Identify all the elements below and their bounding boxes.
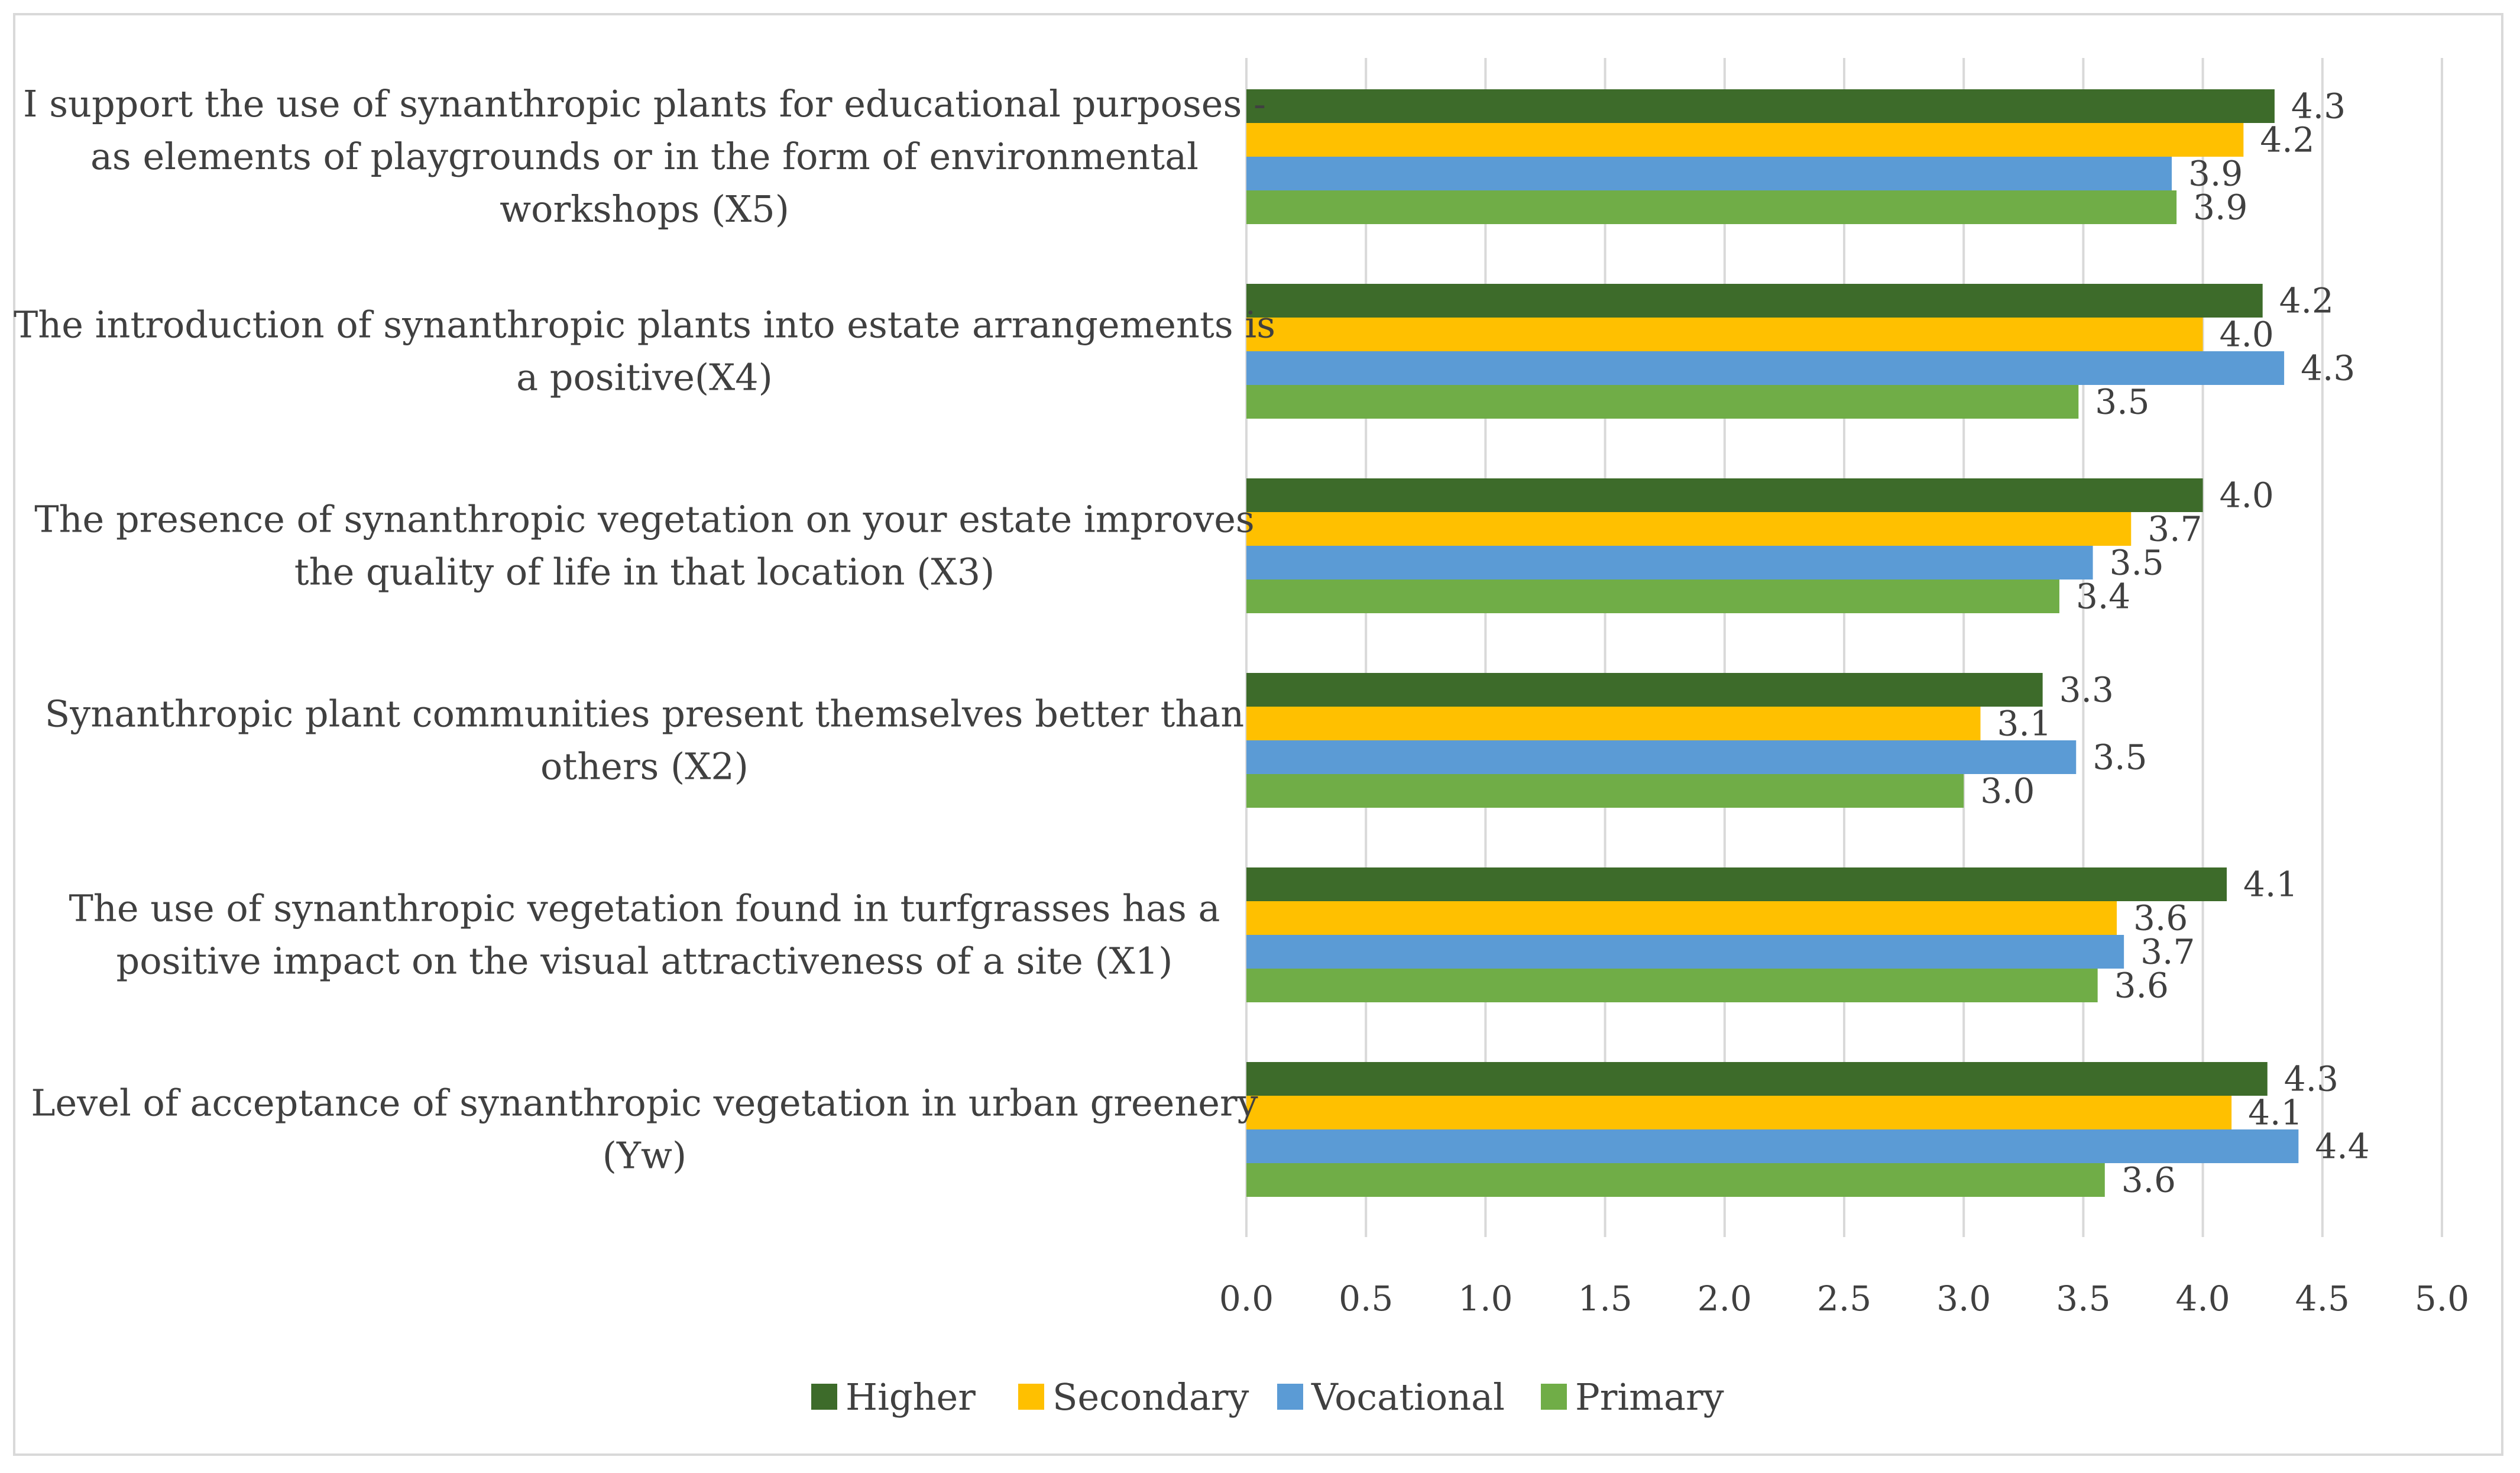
value-label-secondary: 4.2 [2260, 120, 2314, 160]
category-label-line: The presence of synanthropic vegetation … [34, 498, 1254, 541]
value-label-primary: 3.6 [2114, 966, 2169, 1006]
category-label-line: the quality of life in that location (X3… [294, 551, 995, 594]
value-label-secondary: 3.7 [2147, 509, 2202, 549]
bar-secondary-3 [1246, 707, 1981, 740]
bar-secondary-2 [1246, 512, 2132, 546]
value-label-higher: 4.3 [2291, 86, 2346, 127]
value-label-vocational: 3.7 [2140, 932, 2195, 972]
legend-swatch-primary [1541, 1384, 1567, 1410]
bar-secondary-1 [1246, 318, 2203, 351]
value-label-higher: 4.0 [2220, 475, 2274, 516]
category-label-line: positive impact on the visual attractive… [116, 940, 1173, 983]
value-label-vocational: 4.3 [2301, 348, 2355, 389]
bar-higher-3 [1246, 673, 2043, 707]
category-label-line: (Yw) [603, 1134, 686, 1177]
category-label-line: workshops (X5) [500, 187, 789, 231]
value-label-vocational: 3.9 [2188, 154, 2243, 194]
bar-secondary-0 [1246, 123, 2244, 157]
category-label-line: I support the use of synanthropic plants… [23, 82, 1266, 125]
value-label-secondary: 3.6 [2133, 898, 2188, 938]
x-tick-label: 0.0 [1219, 1278, 1274, 1319]
legend-label-primary: Primary [1575, 1375, 1724, 1419]
legend-swatch-higher [811, 1384, 837, 1410]
x-tick-label: 4.5 [2295, 1278, 2350, 1319]
bar-secondary-4 [1246, 901, 2117, 935]
bar-secondary-5 [1246, 1096, 2232, 1129]
x-tick-label: 2.0 [1698, 1278, 1752, 1319]
bar-vocational-0 [1246, 157, 2172, 190]
category-label-line: Level of acceptance of synanthropic vege… [31, 1082, 1258, 1125]
x-tick-label: 1.5 [1578, 1278, 1632, 1319]
legend: Higher Secondary Vocational Primary [811, 1375, 1724, 1419]
category-label-line: The use of synanthropic vegetation found… [69, 887, 1220, 930]
legend-swatch-secondary [1018, 1384, 1044, 1410]
bar-vocational-3 [1246, 740, 2077, 774]
x-tick-label: 4.0 [2175, 1278, 2230, 1319]
x-tick-label: 5.0 [2415, 1278, 2469, 1319]
bar-vocational-1 [1246, 351, 2285, 385]
category-label-line: a positive(X4) [516, 356, 773, 399]
bar-vocational-5 [1246, 1129, 2299, 1163]
value-label-secondary: 4.0 [2220, 315, 2274, 355]
bar-primary-2 [1246, 580, 2059, 613]
bar-vocational-2 [1246, 546, 2093, 580]
x-tick-label: 3.5 [2056, 1278, 2110, 1319]
gridlines [1245, 58, 2443, 1237]
value-label-primary: 3.0 [1980, 771, 2035, 811]
bar-higher-0 [1246, 89, 2275, 123]
category-label-line: as elements of playgrounds or in the for… [90, 135, 1199, 178]
x-tick-label: 3.0 [1936, 1278, 1991, 1319]
category-label-line: The introduction of synanthropic plants … [14, 303, 1275, 347]
category-label-line: others (X2) [540, 745, 749, 788]
legend-label-vocational: Vocational [1311, 1375, 1505, 1419]
bar-primary-1 [1246, 385, 2079, 419]
category-label-line: Synanthropic plant communities present t… [45, 692, 1244, 736]
bar-higher-5 [1246, 1062, 2268, 1096]
value-label-higher: 4.3 [2284, 1059, 2338, 1099]
bar-higher-4 [1246, 867, 2227, 901]
x-tick-label: 1.0 [1458, 1278, 1512, 1319]
bar-primary-0 [1246, 190, 2177, 224]
bar-primary-4 [1246, 969, 2098, 1002]
value-label-primary: 3.6 [2121, 1160, 2176, 1200]
legend-label-higher: Higher [846, 1375, 976, 1419]
bar-primary-3 [1246, 774, 1964, 808]
value-label-primary: 3.5 [2095, 382, 2149, 422]
bar-vocational-4 [1246, 935, 2124, 969]
value-label-secondary: 3.1 [1997, 704, 2052, 744]
category-labels: I support the use of synanthropic plants… [14, 82, 1275, 1177]
bar-primary-5 [1246, 1163, 2105, 1197]
bar-higher-2 [1246, 478, 2203, 512]
legend-swatch-vocational [1277, 1384, 1303, 1410]
x-tick-label: 0.5 [1339, 1278, 1393, 1319]
legend-label-secondary: Secondary [1052, 1375, 1249, 1419]
x-tick-label: 2.5 [1817, 1278, 1871, 1319]
bars [1246, 89, 2299, 1197]
value-label-vocational: 4.4 [2315, 1126, 2369, 1167]
x-axis: 0.0 0.5 1.0 1.5 2.0 2.5 3.0 3.5 4.0 4.5 5.0 [1219, 1278, 2469, 1319]
value-label-higher: 4.2 [2279, 281, 2334, 321]
value-label-secondary: 4.1 [2248, 1093, 2302, 1133]
value-label-vocational: 3.5 [2110, 543, 2164, 583]
bar-higher-1 [1246, 284, 2263, 318]
value-label-primary: 3.4 [2076, 577, 2130, 617]
value-label-primary: 3.9 [2193, 187, 2247, 228]
value-label-higher: 3.3 [2059, 670, 2114, 710]
value-labels: 4.34.23.93.94.24.04.33.54.03.73.53.43.33… [1980, 86, 2369, 1200]
value-label-higher: 4.1 [2243, 865, 2298, 905]
value-label-vocational: 3.5 [2093, 737, 2147, 778]
